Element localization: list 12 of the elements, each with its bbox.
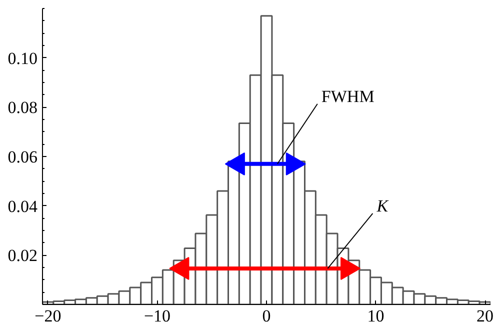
y-tick-label: 0.10 bbox=[8, 48, 38, 68]
x-tick-label: 0 bbox=[262, 306, 271, 326]
x-tick-label: 20 bbox=[476, 306, 494, 326]
annotation: K bbox=[376, 196, 390, 216]
y-tick-label: 0.08 bbox=[8, 98, 38, 118]
x-tick-label: 10 bbox=[367, 306, 384, 326]
annotation: FWHM bbox=[321, 86, 374, 106]
y-tick-label: 0.06 bbox=[8, 148, 38, 166]
y-tick-label: 0.02 bbox=[8, 246, 38, 266]
x-tick-label: −10 bbox=[144, 306, 171, 326]
x-tick-label: −20 bbox=[34, 306, 62, 326]
y-tick-label: 0.04 bbox=[8, 196, 38, 216]
